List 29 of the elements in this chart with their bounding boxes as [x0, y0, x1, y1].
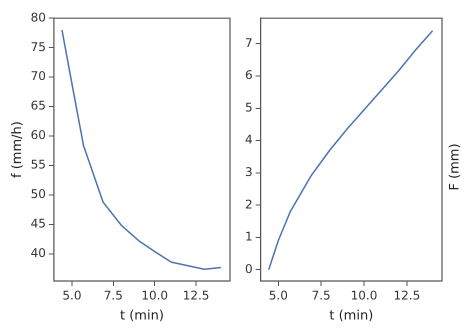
x-tick-label: 10.0 [350, 288, 378, 302]
y-tick-label: 5 [244, 100, 253, 114]
x-tick-label: 12.5 [394, 288, 420, 302]
y-axis-title: f (mm/h) [10, 121, 26, 178]
y-tick-label: 2 [244, 197, 253, 212]
y-tick-label: 7 [244, 36, 253, 50]
y-tick-label: 50 [30, 187, 46, 202]
y-tick-label: 70 [30, 69, 46, 84]
y-tick-label: 60 [30, 128, 46, 142]
y-tick-label: 40 [30, 246, 46, 260]
y-axis-title: F (mm) [448, 143, 462, 191]
x-tick-label: 5.0 [268, 288, 288, 302]
y-tick-label: 6 [244, 68, 253, 82]
x-tick-label: 7.5 [312, 288, 331, 302]
x-tick-label: 10.0 [141, 288, 168, 302]
y-tick-label: 75 [30, 40, 46, 54]
y-tick-label: 1 [244, 230, 253, 244]
x-tick-label: 5.0 [62, 288, 82, 302]
x-tick-label: 7.5 [104, 288, 123, 302]
y-tick-label: 80 [30, 10, 46, 24]
x-axis-title: t (min) [329, 308, 374, 324]
y-tick-label: 0 [244, 262, 253, 276]
y-tick-label: 4 [244, 132, 253, 147]
y-tick-label: 3 [244, 164, 253, 179]
x-axis-title: t (min) [120, 308, 164, 324]
y-tick-label: 45 [30, 216, 46, 231]
y-tick-label: 65 [30, 98, 46, 113]
y-tick-label: 55 [30, 158, 46, 172]
x-tick-label: 12.5 [182, 288, 210, 302]
